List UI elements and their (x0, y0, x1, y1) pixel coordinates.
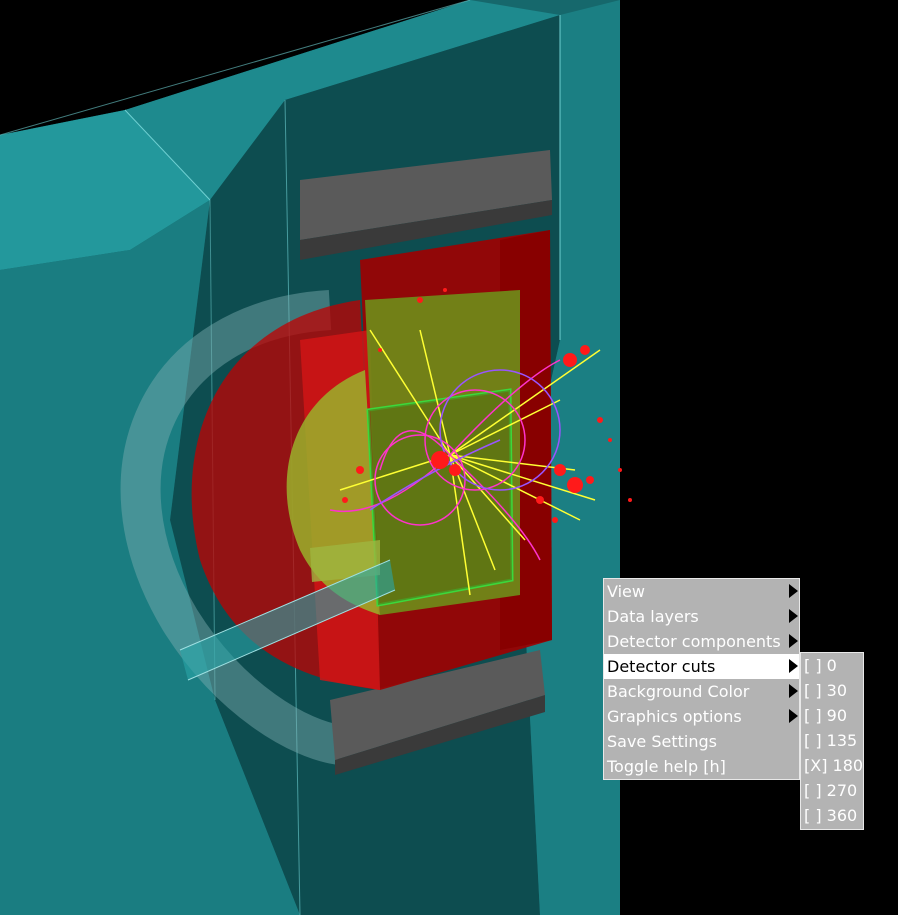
cut-option-90[interactable]: [ ] 90 (804, 706, 848, 725)
submenu-arrow-icon (789, 684, 798, 698)
cut-option-180[interactable]: [X] 180 (804, 756, 864, 775)
menu-item-save-settings[interactable]: Save Settings (604, 729, 799, 754)
detector-cuts-submenu: [ ] 0 [ ] 30 [ ] 90 [ ] 135 [X] 180 [ ] … (800, 652, 864, 830)
menu-item-label: Toggle help [h] (607, 757, 726, 776)
cut-option-360[interactable]: [ ] 360 (804, 806, 858, 825)
beam-pipe (179, 559, 396, 681)
menu-item-label: Save Settings (607, 732, 717, 751)
menu-item-label: View (607, 582, 645, 601)
context-menu: View Data layers Detector components Det… (603, 578, 800, 780)
submenu-arrow-icon (789, 709, 798, 723)
menu-item-background-color[interactable]: Background Color (604, 679, 799, 704)
menu-item-toggle-help[interactable]: Toggle help [h] (604, 754, 799, 779)
cut-option-270[interactable]: [ ] 270 (804, 781, 858, 800)
menu-item-label: Detector components (607, 632, 781, 651)
menu-item-data-layers[interactable]: Data layers (604, 604, 799, 629)
submenu-arrow-icon (789, 659, 798, 673)
cut-option-30[interactable]: [ ] 30 (804, 681, 848, 700)
barrel-rings (120, 150, 552, 775)
menu-item-label: Graphics options (607, 707, 742, 726)
menu-item-view[interactable]: View (604, 579, 799, 604)
menu-item-detector-cuts[interactable]: Detector cuts (604, 654, 799, 679)
submenu-arrow-icon (789, 584, 798, 598)
menu-item-label: Data layers (607, 607, 699, 626)
submenu-arrow-icon (789, 634, 798, 648)
energy-deposits (342, 288, 632, 523)
menu-item-graphics-options[interactable]: Graphics options (604, 704, 799, 729)
cut-option-0[interactable]: [ ] 0 (804, 656, 837, 675)
menu-item-label: Background Color (607, 682, 750, 701)
cut-option-135[interactable]: [ ] 135 (804, 731, 858, 750)
submenu-arrow-icon (789, 609, 798, 623)
menu-item-label: Detector cuts (607, 657, 716, 676)
menu-item-detector-components[interactable]: Detector components (604, 629, 799, 654)
